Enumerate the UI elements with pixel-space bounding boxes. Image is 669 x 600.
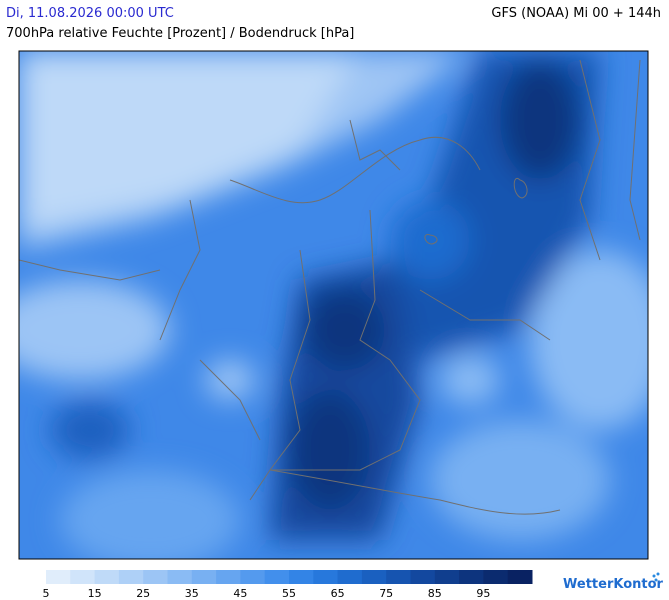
legend: 5 15 25 35 45 55 65 75 85 95 xyxy=(43,570,533,600)
legend-swatch xyxy=(240,570,266,584)
legend-swatch xyxy=(289,570,314,584)
legend-swatch xyxy=(94,570,120,584)
legend-swatch xyxy=(118,570,144,584)
logo-dots xyxy=(652,572,660,582)
map-frame xyxy=(18,50,649,560)
legend-label: 15 xyxy=(88,587,102,600)
legend-swatch xyxy=(483,570,509,584)
legend-swatch xyxy=(264,570,290,584)
legend-swatch xyxy=(337,570,363,584)
legend-label: 45 xyxy=(233,587,247,600)
humidity-field xyxy=(19,51,648,559)
legend-swatch xyxy=(410,570,436,584)
legend-swatch xyxy=(361,570,387,584)
legend-swatch xyxy=(167,570,193,584)
legend-label: 75 xyxy=(379,587,393,600)
legend-label: 35 xyxy=(185,587,199,600)
legend-swatch xyxy=(46,570,71,584)
legend-label: 65 xyxy=(331,587,345,600)
legend-label: 85 xyxy=(428,587,442,600)
subtitle: 700hPa relative Feuchte [Prozent] / Bode… xyxy=(6,26,355,41)
legend-label: 25 xyxy=(136,587,150,600)
model-run: GFS (NOAA) Mi 00 + 144h xyxy=(491,6,661,21)
legend-swatch xyxy=(507,570,533,584)
legend-label: 5 xyxy=(43,587,50,600)
legend-swatch xyxy=(386,570,411,584)
legend-swatch xyxy=(459,570,484,584)
legend-swatch xyxy=(191,570,217,584)
legend-swatch xyxy=(143,570,168,584)
legend-label: 95 xyxy=(476,587,490,600)
legend-swatch xyxy=(434,570,460,584)
legend-swatch xyxy=(313,570,339,584)
logo: WetterKontor xyxy=(563,577,664,592)
legend-swatch xyxy=(216,570,241,584)
legend-label: 55 xyxy=(282,587,296,600)
datetime: Di, 11.08.2026 00:00 UTC xyxy=(6,6,174,21)
borders xyxy=(19,59,641,515)
legend-swatch xyxy=(70,570,96,584)
